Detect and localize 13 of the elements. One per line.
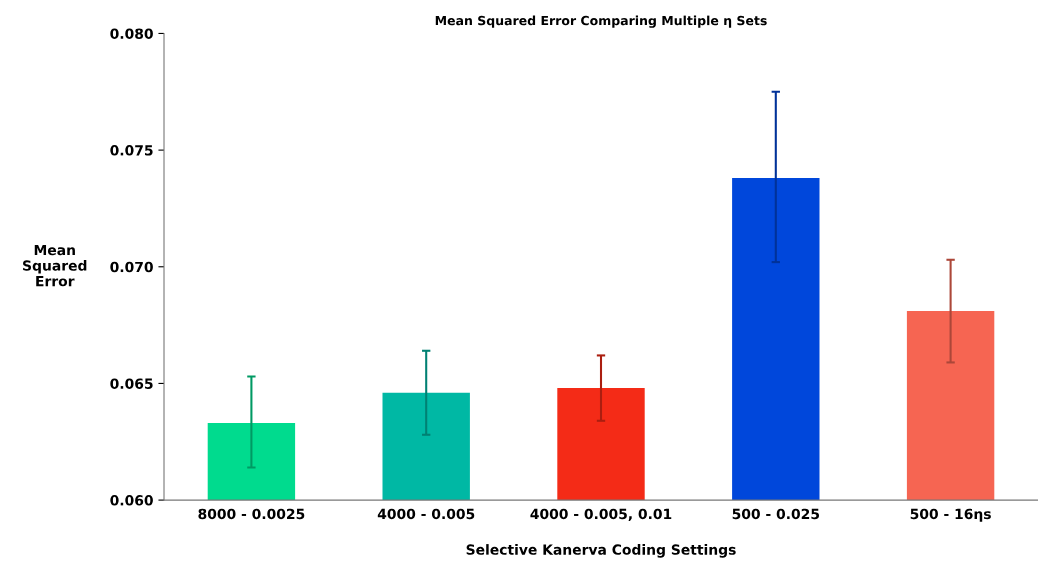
x-tick-label: 500 - 16ηs xyxy=(910,508,991,522)
x-tick-label: 8000 - 0.0025 xyxy=(198,508,305,520)
y-tick-label: 0.065 xyxy=(110,378,153,389)
y-tick-label: 0.060 xyxy=(110,495,153,506)
x-axis-title: Selective Kanerva Coding Settings xyxy=(466,544,736,558)
y-tick-label: 0.075 xyxy=(110,145,153,156)
y-tick-label: 0.080 xyxy=(110,28,153,39)
y-tick-label: 0.070 xyxy=(110,261,153,273)
x-tick-label: 4000 - 0.005 xyxy=(377,508,475,520)
y-axis-title: Mean Squared Error xyxy=(23,244,87,287)
x-tick-label: 500 - 0.025 xyxy=(732,508,820,520)
x-tick-label: 4000 - 0.005, 0.01 xyxy=(530,508,672,521)
chart-title: Mean Squared Error Comparing Multiple η Sets xyxy=(435,15,767,28)
